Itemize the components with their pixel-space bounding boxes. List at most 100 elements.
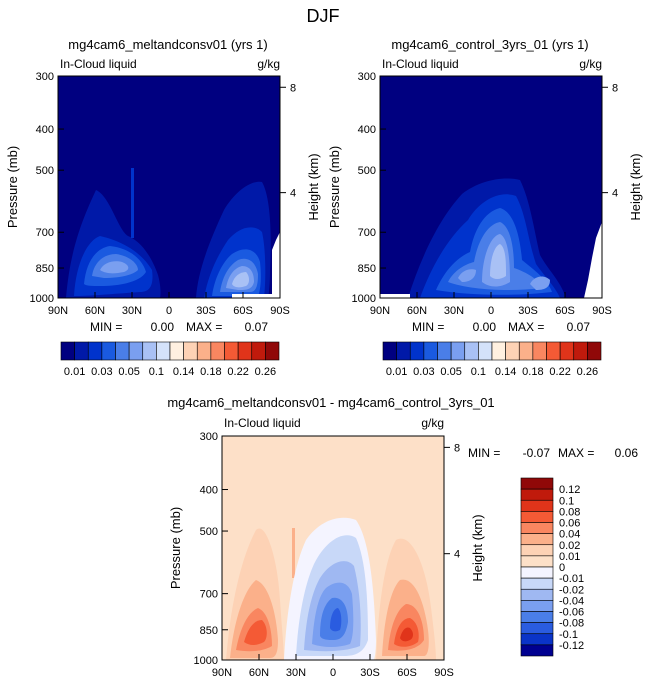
x-tick-label: 90N [48, 305, 68, 317]
page-title: DJF [307, 6, 340, 26]
y-tick-label: 700 [36, 227, 54, 239]
y-tick-label: 850 [200, 625, 218, 637]
colorbar-swatch [520, 566, 554, 579]
x-tick-label: 60N [407, 305, 427, 317]
panel3-min-value: -0.07 [523, 446, 551, 460]
colorbar-swatch [437, 341, 452, 361]
panel2-max-label: MAX = [508, 320, 544, 334]
panel1-max-value: 0.07 [245, 320, 269, 334]
panel2-contour-level [490, 244, 506, 279]
panel1-contour-level [100, 261, 129, 274]
colorbar-swatch [237, 341, 253, 361]
colorbar-swatch [491, 341, 506, 361]
colorbar-label: -0.1 [559, 629, 578, 641]
panel1-ylabel: Pressure (mb) [5, 146, 20, 228]
panel2-contour-level [530, 276, 550, 290]
colorbar-label: 0.1 [149, 366, 164, 378]
panel2-units: g/kg [579, 57, 602, 71]
x-tick-label: 30S [360, 667, 380, 679]
x-tick-label: 90S [434, 667, 454, 679]
y-tick-label: 400 [36, 124, 54, 136]
colorbar-swatch [520, 577, 554, 590]
y-tick-label: 300 [358, 71, 376, 83]
panel3-min-label: MIN = [468, 446, 500, 460]
panel3-max-label: MAX = [558, 446, 594, 460]
colorbar-swatch [546, 341, 561, 361]
y-tick-label: 400 [358, 124, 376, 136]
colorbar-swatch [169, 341, 184, 361]
panel1-min-value: 0.00 [151, 320, 175, 334]
colorbar-swatch [196, 341, 212, 361]
y-tick-label: 700 [358, 227, 376, 239]
panel2-ylabel: Pressure (mb) [327, 146, 342, 228]
colorbar-swatch [587, 341, 602, 361]
y-tick-label: 500 [36, 165, 54, 177]
panel2-min-label: MIN = [412, 320, 444, 334]
colorbar-swatch [409, 341, 425, 361]
panel3-ylabel: Pressure (mb) [168, 507, 183, 589]
panel2-variable: In-Cloud liquid [382, 57, 459, 71]
colorbar-swatch [478, 341, 493, 361]
colorbar-label: -0.06 [559, 607, 584, 619]
colorbar-label: 0.26 [255, 366, 276, 378]
y-tick-label: 700 [200, 589, 218, 601]
colorbar-swatch [518, 341, 534, 361]
colorbar-swatch [520, 544, 554, 557]
colorbar-swatch [423, 341, 438, 361]
panel3-variable: In-Cloud liquid [224, 416, 301, 430]
y-tick-label: 850 [358, 263, 376, 275]
panel2-missing-data [380, 294, 410, 298]
colorbar-swatch [520, 611, 554, 623]
panel3-contour-level [292, 528, 295, 578]
colorbar-swatch [532, 341, 547, 361]
y2-tick-label: 8 [612, 82, 618, 94]
panel1-missing-data [232, 294, 280, 298]
panel1-units: g/kg [257, 57, 280, 71]
colorbar-swatch [520, 499, 554, 512]
y-tick-label: 300 [36, 71, 54, 83]
y-tick-label: 300 [200, 431, 218, 443]
colorbar-swatch [520, 600, 554, 612]
colorbar-label: 0.01 [559, 551, 580, 563]
y2-tick-label: 4 [290, 188, 296, 200]
colorbar-label: 0.26 [577, 366, 598, 378]
colorbar-swatch [505, 341, 520, 361]
x-tick-label: 90N [370, 305, 390, 317]
panel3-contour-level [400, 627, 413, 642]
panel3-units: g/kg [421, 416, 444, 430]
colorbar-swatch [520, 477, 554, 490]
colorbar-swatch [520, 555, 554, 568]
panel2-missing-data [584, 222, 602, 298]
panel1-title: mg4cam6_meltandconsv01 (yrs 1) [68, 37, 267, 52]
panel1-max-label: MAX = [186, 320, 222, 334]
colorbar-swatch [520, 522, 554, 534]
panel3-max-value: 0.06 [615, 446, 639, 460]
colorbar-label: 0 [559, 562, 565, 574]
colorbar-swatch [450, 341, 466, 361]
panel1-missing-data [272, 232, 280, 298]
colorbar-swatch [87, 341, 103, 361]
panel1-y2label: Height (km) [306, 153, 321, 220]
y2-tick-label: 8 [454, 442, 460, 454]
y-tick-label: 500 [358, 165, 376, 177]
x-tick-label: 30N [286, 667, 306, 679]
colorbar-label: 0.22 [227, 366, 248, 378]
colorbar-swatch [115, 341, 130, 361]
y2-tick-label: 8 [290, 82, 296, 94]
colorbar-label: 0.03 [413, 366, 434, 378]
colorbar-label: -0.02 [559, 584, 584, 596]
panel3-title: mg4cam6_meltandconsv01 - mg4cam6_control… [167, 395, 494, 410]
x-tick-label: 60S [233, 305, 253, 317]
y-tick-label: 500 [200, 526, 218, 538]
colorbar-swatch [520, 488, 554, 501]
x-tick-label: 0 [330, 667, 336, 679]
colorbar-panel2: 0.01 0.03 0.05 0.1 0.14 0.18 0.22 0.26 [382, 341, 602, 378]
colorbar-label: 0.06 [559, 518, 580, 530]
panel1-contours [58, 76, 280, 298]
panel3-contour-level [330, 608, 342, 632]
x-tick-label: 30N [122, 305, 142, 317]
panel2-y2label: Height (km) [628, 153, 643, 220]
